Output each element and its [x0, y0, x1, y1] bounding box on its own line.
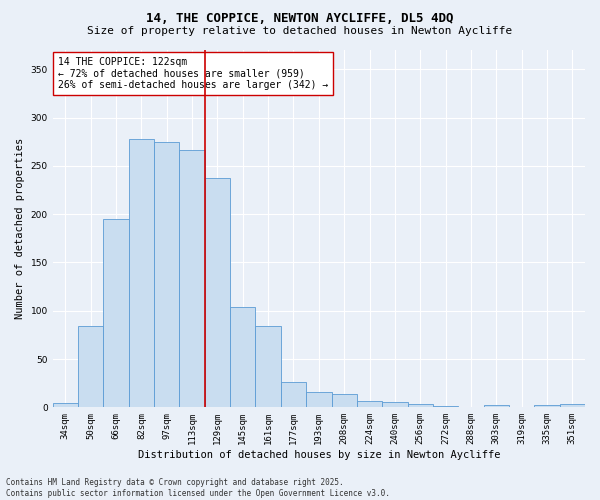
Bar [179, 150, 205, 408]
Bar [332, 394, 357, 407]
Bar [535, 406, 560, 407]
Bar [205, 178, 230, 408]
Text: Contains HM Land Registry data © Crown copyright and database right 2025.
Contai: Contains HM Land Registry data © Crown c… [6, 478, 390, 498]
Bar [407, 404, 433, 407]
Text: 14, THE COPPICE, NEWTON AYCLIFFE, DL5 4DQ: 14, THE COPPICE, NEWTON AYCLIFFE, DL5 4D… [146, 12, 454, 26]
Bar [306, 392, 332, 407]
Bar [78, 326, 103, 407]
X-axis label: Distribution of detached houses by size in Newton Aycliffe: Distribution of detached houses by size … [137, 450, 500, 460]
Y-axis label: Number of detached properties: Number of detached properties [15, 138, 25, 320]
Bar [560, 404, 585, 407]
Bar [256, 326, 281, 407]
Bar [154, 142, 179, 408]
Bar [382, 402, 407, 407]
Bar [129, 139, 154, 407]
Bar [484, 406, 509, 407]
Text: Size of property relative to detached houses in Newton Aycliffe: Size of property relative to detached ho… [88, 26, 512, 36]
Bar [230, 307, 256, 408]
Bar [357, 400, 382, 407]
Text: 14 THE COPPICE: 122sqm
← 72% of detached houses are smaller (959)
26% of semi-de: 14 THE COPPICE: 122sqm ← 72% of detached… [58, 57, 328, 90]
Bar [53, 402, 78, 407]
Bar [103, 219, 129, 408]
Bar [281, 382, 306, 407]
Bar [433, 406, 458, 408]
